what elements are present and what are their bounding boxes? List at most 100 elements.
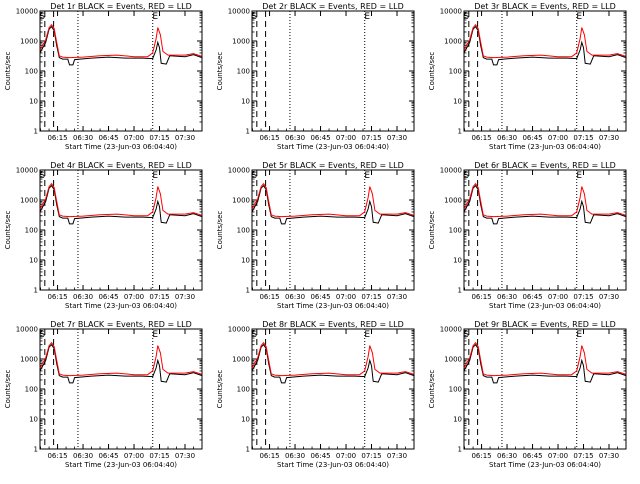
x-axis-label: Start Time (23-Jun-03 06:04:40) — [277, 302, 389, 310]
start-marker: S — [251, 12, 257, 22]
x-tick-label: 07:15 — [361, 293, 381, 301]
x-tick-label: 06:45 — [522, 134, 542, 142]
y-tick-label: 10 — [453, 257, 462, 265]
end-marker: E — [152, 330, 158, 340]
start-marker: S — [39, 12, 45, 22]
x-tick-label: 06:45 — [522, 452, 542, 460]
lld-series-line — [251, 341, 415, 377]
panel-title: Det 3r BLACK = Events, RED = LLD — [474, 2, 616, 11]
events-series-line — [39, 184, 203, 225]
x-tick-label: 07:15 — [361, 134, 381, 142]
x-tick-label: 07:30 — [599, 293, 619, 301]
y-axis-label: Counts/sec — [428, 52, 436, 91]
x-tick-label: 07:15 — [361, 452, 381, 460]
plot-frame — [251, 10, 415, 132]
y-tick-label: 10000 — [440, 8, 462, 16]
y-tick-label: 1000 — [20, 38, 38, 46]
y-axis-label: Counts/sec — [4, 52, 12, 91]
x-tick-label: 07:15 — [149, 134, 169, 142]
lld-series-line — [39, 23, 203, 59]
y-tick-label: 1 — [458, 287, 462, 295]
events-series-line — [463, 184, 627, 225]
x-tick-label: 07:15 — [573, 293, 593, 301]
y-tick-label: 1 — [34, 287, 38, 295]
y-axis-label: Counts/sec — [4, 211, 12, 250]
lld-series-line — [463, 23, 627, 59]
y-tick-label: 10 — [241, 98, 250, 106]
y-axis-label: Counts/sec — [216, 52, 224, 91]
x-tick-label: 07:30 — [387, 293, 407, 301]
x-tick-label: 06:45 — [522, 293, 542, 301]
events-series-line — [463, 343, 627, 384]
x-tick-label: 06:30 — [73, 452, 93, 460]
x-tick-label: 07:00 — [336, 452, 356, 460]
x-tick-label: 06:15 — [471, 452, 491, 460]
end-marker: E — [152, 171, 158, 181]
x-tick-label: 06:15 — [259, 293, 279, 301]
y-tick-label: 1000 — [232, 38, 250, 46]
x-tick-label: 06:30 — [497, 293, 517, 301]
x-tick-label: 06:15 — [471, 134, 491, 142]
x-tick-label: 07:00 — [548, 134, 568, 142]
panel-det-2r: Det 2r BLACK = Events, RED = LLD 1 10 100 10… — [216, 2, 415, 151]
y-tick-label: 1000 — [232, 197, 250, 205]
x-tick-label: 07:00 — [124, 134, 144, 142]
end-marker: E — [576, 330, 582, 340]
lld-series-line — [39, 341, 203, 377]
y-tick-label: 100 — [237, 227, 250, 235]
start-marker: S — [39, 330, 45, 340]
x-tick-label: 07:00 — [124, 293, 144, 301]
y-tick-label: 100 — [237, 386, 250, 394]
x-axis-label: Start Time (23-Jun-03 06:04:40) — [65, 143, 177, 151]
y-tick-label: 10 — [241, 416, 250, 424]
x-axis-label: Start Time (23-Jun-03 06:04:40) — [65, 302, 177, 310]
x-tick-label: 07:00 — [336, 293, 356, 301]
x-tick-label: 07:00 — [548, 293, 568, 301]
x-tick-label: 07:30 — [387, 452, 407, 460]
y-axis-label: Counts/sec — [428, 370, 436, 409]
end-marker: E — [576, 12, 582, 22]
events-series-line — [39, 343, 203, 384]
plot-frame — [463, 169, 627, 291]
y-axis-label: Counts/sec — [216, 370, 224, 409]
plot-frame — [39, 10, 203, 132]
y-tick-label: 100 — [237, 68, 250, 76]
y-tick-label: 10000 — [440, 167, 462, 175]
start-marker: S — [251, 330, 257, 340]
y-tick-label: 1000 — [444, 356, 462, 364]
x-tick-label: 06:15 — [259, 452, 279, 460]
x-tick-label: 06:30 — [73, 293, 93, 301]
panel-title: Det 1r BLACK = Events, RED = LLD — [50, 2, 192, 11]
x-tick-label: 06:30 — [285, 293, 305, 301]
x-tick-label: 07:15 — [573, 452, 593, 460]
y-tick-label: 1 — [246, 128, 250, 136]
y-tick-label: 1 — [458, 446, 462, 454]
end-marker: E — [364, 330, 370, 340]
lld-series-line — [39, 182, 203, 218]
y-tick-label: 10000 — [16, 8, 38, 16]
y-tick-label: 1 — [246, 287, 250, 295]
y-tick-label: 1000 — [232, 356, 250, 364]
end-marker: E — [152, 12, 158, 22]
x-axis-label: Start Time (23-Jun-03 06:04:40) — [489, 302, 601, 310]
panel-det-9r: Det 9r BLACK = Events, RED = LLD 1 10 100 10… — [428, 320, 627, 469]
y-tick-label: 100 — [25, 227, 38, 235]
y-tick-label: 100 — [449, 386, 462, 394]
x-tick-label: 07:30 — [175, 134, 195, 142]
y-tick-label: 10 — [29, 257, 38, 265]
y-tick-label: 10 — [241, 257, 250, 265]
y-axis-label: Counts/sec — [428, 211, 436, 250]
x-tick-label: 07:30 — [599, 452, 619, 460]
y-tick-label: 1000 — [20, 197, 38, 205]
x-tick-label: 06:15 — [259, 134, 279, 142]
start-marker: S — [463, 171, 469, 181]
y-tick-label: 1000 — [20, 356, 38, 364]
x-tick-label: 07:30 — [599, 134, 619, 142]
panel-title: Det 8r BLACK = Events, RED = LLD — [262, 320, 404, 329]
y-tick-label: 10000 — [228, 326, 250, 334]
y-tick-label: 1000 — [444, 197, 462, 205]
x-axis-label: Start Time (23-Jun-03 06:04:40) — [489, 461, 601, 469]
y-tick-label: 100 — [25, 386, 38, 394]
